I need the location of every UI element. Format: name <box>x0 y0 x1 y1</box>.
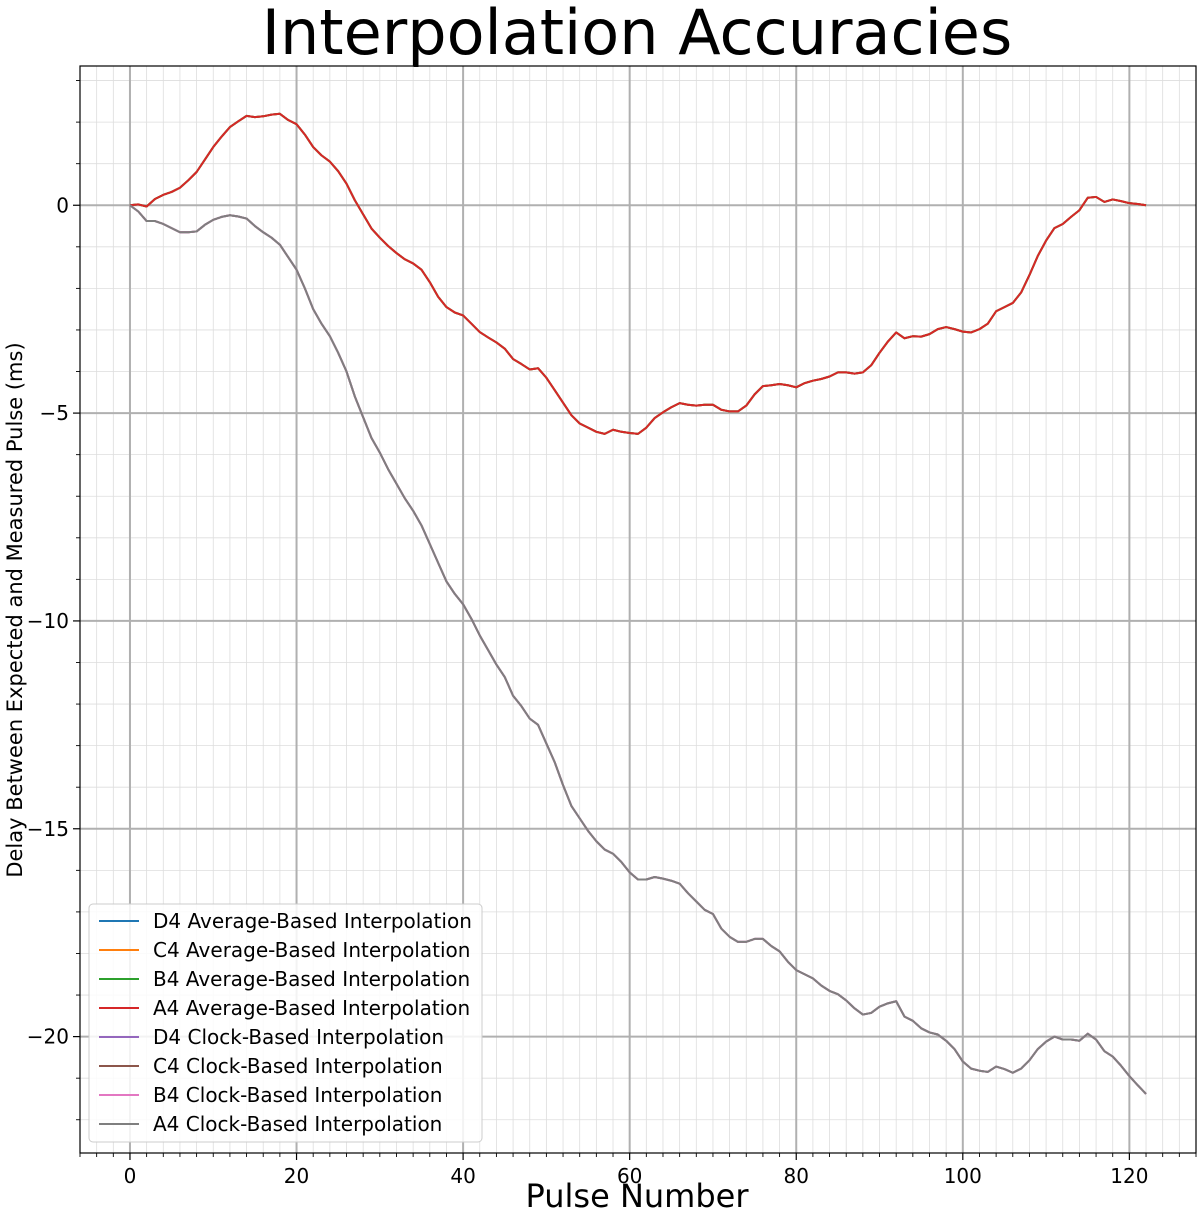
series-line-3 <box>129 112 1147 435</box>
series-line-7 <box>129 204 1147 1095</box>
legend-label-6: B4 Clock-Based Interpolation <box>153 1083 442 1107</box>
x-tick-label: 80 <box>784 1164 809 1188</box>
legend-label-0: D4 Average-Based Interpolation <box>153 909 472 933</box>
chart-title: Interpolation Accuracies <box>262 0 1013 69</box>
series-lines <box>129 112 1147 1095</box>
x-tick-label: 60 <box>617 1164 642 1188</box>
y-tick-label: −5 <box>40 401 69 425</box>
legend-box <box>88 903 483 1143</box>
y-axis-label: Delay Between Expected and Measured Puls… <box>3 342 27 877</box>
axis-ticks <box>73 80 1197 1160</box>
legend-label-7: A4 Clock-Based Interpolation <box>153 1112 442 1136</box>
legend: D4 Average-Based Interpolation C4 Average… <box>88 903 483 1143</box>
x-tick-label: 120 <box>1110 1164 1148 1188</box>
x-tick-label: 40 <box>450 1164 475 1188</box>
legend-label-1: C4 Average-Based Interpolation <box>153 938 470 962</box>
plot-frame <box>79 65 1197 1154</box>
y-tick-label: −20 <box>27 1025 69 1049</box>
tick-labels: 0 20 40 60 80 100 120 0 −5 −10 −15 −20 <box>27 193 1149 1188</box>
legend-label-3: A4 Average-Based Interpolation <box>153 996 470 1020</box>
y-tick-label: −15 <box>27 817 69 841</box>
legend-label-4: D4 Clock-Based Interpolation <box>153 1025 444 1049</box>
legend-label-5: C4 Clock-Based Interpolation <box>153 1054 443 1078</box>
legend-label-2: B4 Average-Based Interpolation <box>153 967 470 991</box>
x-tick-label: 100 <box>944 1164 982 1188</box>
legend-entries: D4 Average-Based Interpolation C4 Average… <box>99 909 472 1136</box>
x-axis-label: Pulse Number <box>526 1177 750 1215</box>
x-tick-label: 0 <box>124 1164 137 1188</box>
y-tick-label: 0 <box>56 193 69 217</box>
y-tick-label: −10 <box>27 609 69 633</box>
x-tick-label: 20 <box>284 1164 309 1188</box>
